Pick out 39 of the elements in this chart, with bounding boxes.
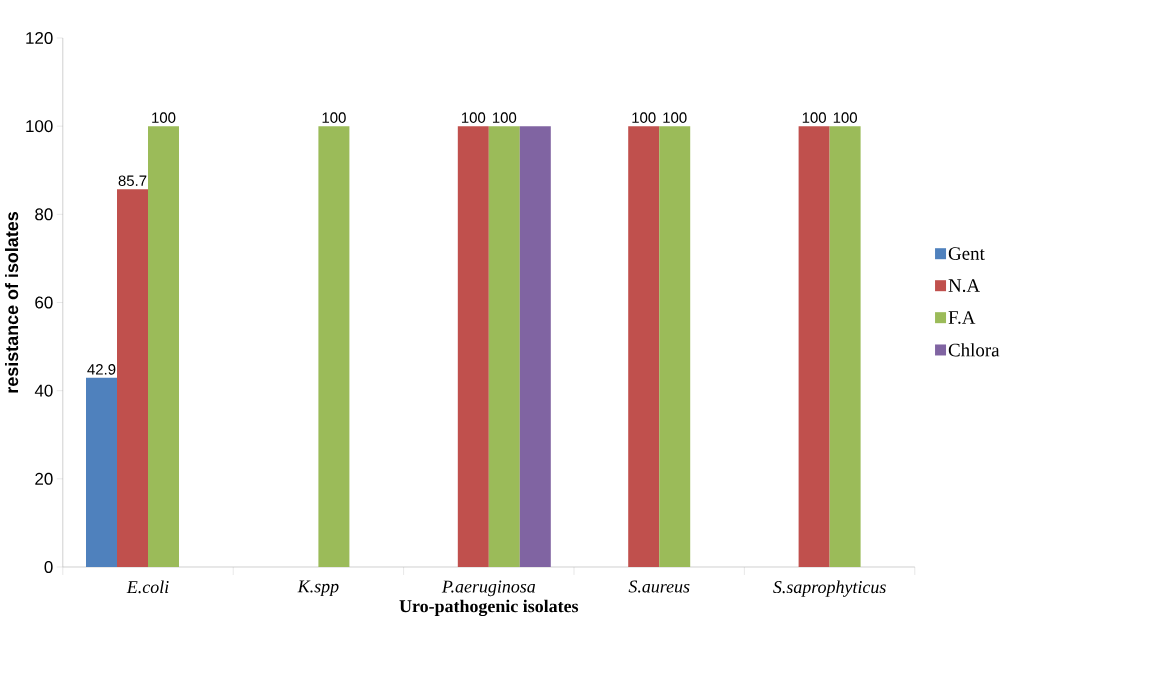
legend-label: F.A [948,311,976,324]
bar [659,126,691,567]
x-tick-label: S.saprophyticus [773,580,886,597]
bar [318,126,350,567]
bar [457,126,489,567]
y-tick-label: 20 [35,472,53,485]
legend-label: N.A [948,279,980,292]
bar [829,126,861,567]
data-label: 100 [461,112,486,123]
data-label: 100 [802,112,826,123]
data-label: 100 [632,112,656,123]
y-axis-title: resistance of isolates [5,212,19,393]
legend-label: Gent [948,247,985,260]
x-tick-label: K.spp [297,580,339,597]
bar [628,126,660,567]
y-tick-label: 40 [34,384,53,397]
bar [117,189,148,567]
x-axis-title: Uro-pathogenic isolates [399,599,579,617]
x-tick-label: E.coli [126,580,169,594]
bar [488,126,520,567]
data-label: 100 [833,112,857,123]
data-label: 100 [322,112,346,123]
y-tick-label: 0 [44,560,53,573]
legend-label: Chlora [948,343,1000,357]
x-tick-label: P.aeruginosa [441,580,536,597]
bar [86,377,117,567]
bar [798,126,830,567]
data-label: 42.9 [87,364,116,375]
data-label: 100 [663,112,687,123]
y-tick-label: 80 [35,208,53,221]
y-tick-label: 60 [35,296,53,309]
bar [519,126,551,567]
y-tick-label: 120 [26,31,53,44]
data-label: 100 [152,112,176,123]
bar [148,126,179,567]
y-tick-label: 100 [26,120,53,133]
x-tick-label: S.aureus [628,580,690,593]
data-label: 100 [492,112,517,123]
data-label: 85.7 [118,175,147,186]
